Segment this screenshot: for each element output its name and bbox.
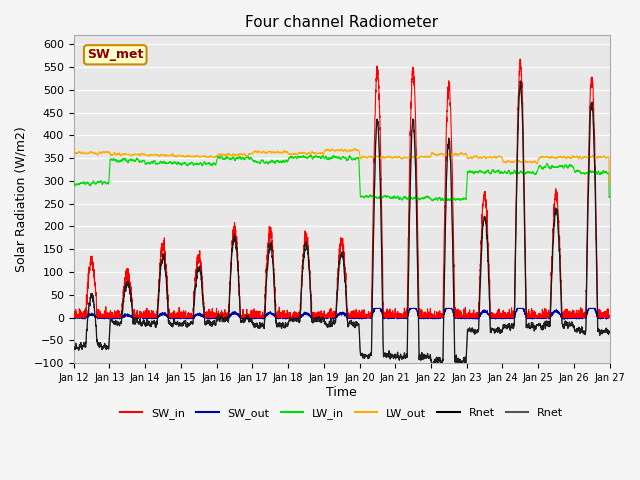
SW_out	[371, 306, 378, 312]
Rnet	[516, 78, 524, 84]
Rnet	[432, 357, 440, 362]
LW_in	[218, 152, 225, 157]
LW_out	[322, 147, 330, 153]
Rnet	[516, 78, 524, 84]
Rnet	[492, 327, 500, 333]
Rnet	[70, 344, 77, 349]
Rnet	[462, 360, 470, 366]
SW_in	[70, 315, 77, 321]
Line: SW_out: SW_out	[74, 309, 610, 319]
SW_out	[492, 314, 500, 320]
SW_in	[605, 312, 613, 318]
SW_out	[462, 314, 470, 320]
SW_in	[606, 315, 614, 321]
SW_in	[322, 312, 330, 317]
Line: LW_out: LW_out	[74, 149, 610, 184]
Rnet	[605, 328, 613, 334]
Rnet	[428, 363, 436, 369]
LW_in	[166, 159, 174, 165]
SW_out	[79, 316, 86, 322]
LW_out	[166, 153, 174, 158]
SW_in	[432, 313, 440, 319]
Line: LW_in: LW_in	[74, 155, 610, 201]
LW_in	[492, 168, 500, 174]
SW_out	[166, 314, 174, 320]
Rnet	[605, 328, 613, 334]
LW_out	[462, 151, 470, 156]
LW_out	[70, 148, 77, 154]
SW_in	[516, 56, 524, 62]
Line: Rnet: Rnet	[74, 81, 610, 366]
LW_out	[350, 146, 358, 152]
Title: Four channel Radiometer: Four channel Radiometer	[245, 15, 438, 30]
SW_in	[461, 315, 469, 321]
Text: SW_met: SW_met	[87, 48, 143, 61]
Rnet	[462, 360, 470, 366]
Y-axis label: Solar Radiation (W/m2): Solar Radiation (W/m2)	[15, 126, 28, 272]
LW_in	[70, 179, 77, 185]
LW_in	[462, 196, 470, 202]
LW_out	[492, 155, 500, 161]
LW_in	[606, 194, 614, 200]
LW_in	[432, 195, 440, 201]
LW_out	[432, 152, 440, 158]
Line: Rnet: Rnet	[74, 81, 610, 366]
Rnet	[432, 357, 440, 362]
SW_in	[492, 315, 500, 321]
Line: SW_in: SW_in	[74, 59, 610, 318]
LW_in	[605, 194, 613, 200]
SW_out	[322, 314, 330, 320]
SW_out	[432, 314, 440, 320]
SW_out	[70, 315, 77, 321]
LW_out	[605, 181, 613, 187]
LW_in	[322, 153, 330, 159]
Rnet	[322, 319, 330, 325]
LW_in	[429, 198, 437, 204]
SW_out	[605, 314, 613, 320]
SW_out	[606, 314, 614, 320]
Legend: SW_in, SW_out, LW_in, LW_out, Rnet, Rnet: SW_in, SW_out, LW_in, LW_out, Rnet, Rnet	[116, 403, 568, 423]
Rnet	[166, 321, 174, 327]
LW_out	[605, 168, 613, 173]
Rnet	[606, 329, 614, 335]
Rnet	[70, 344, 77, 349]
Rnet	[428, 363, 436, 369]
X-axis label: Time: Time	[326, 385, 357, 398]
Rnet	[166, 321, 174, 327]
SW_in	[166, 315, 174, 321]
Rnet	[606, 329, 614, 335]
LW_out	[606, 180, 614, 186]
Rnet	[322, 319, 330, 325]
Rnet	[492, 327, 500, 333]
